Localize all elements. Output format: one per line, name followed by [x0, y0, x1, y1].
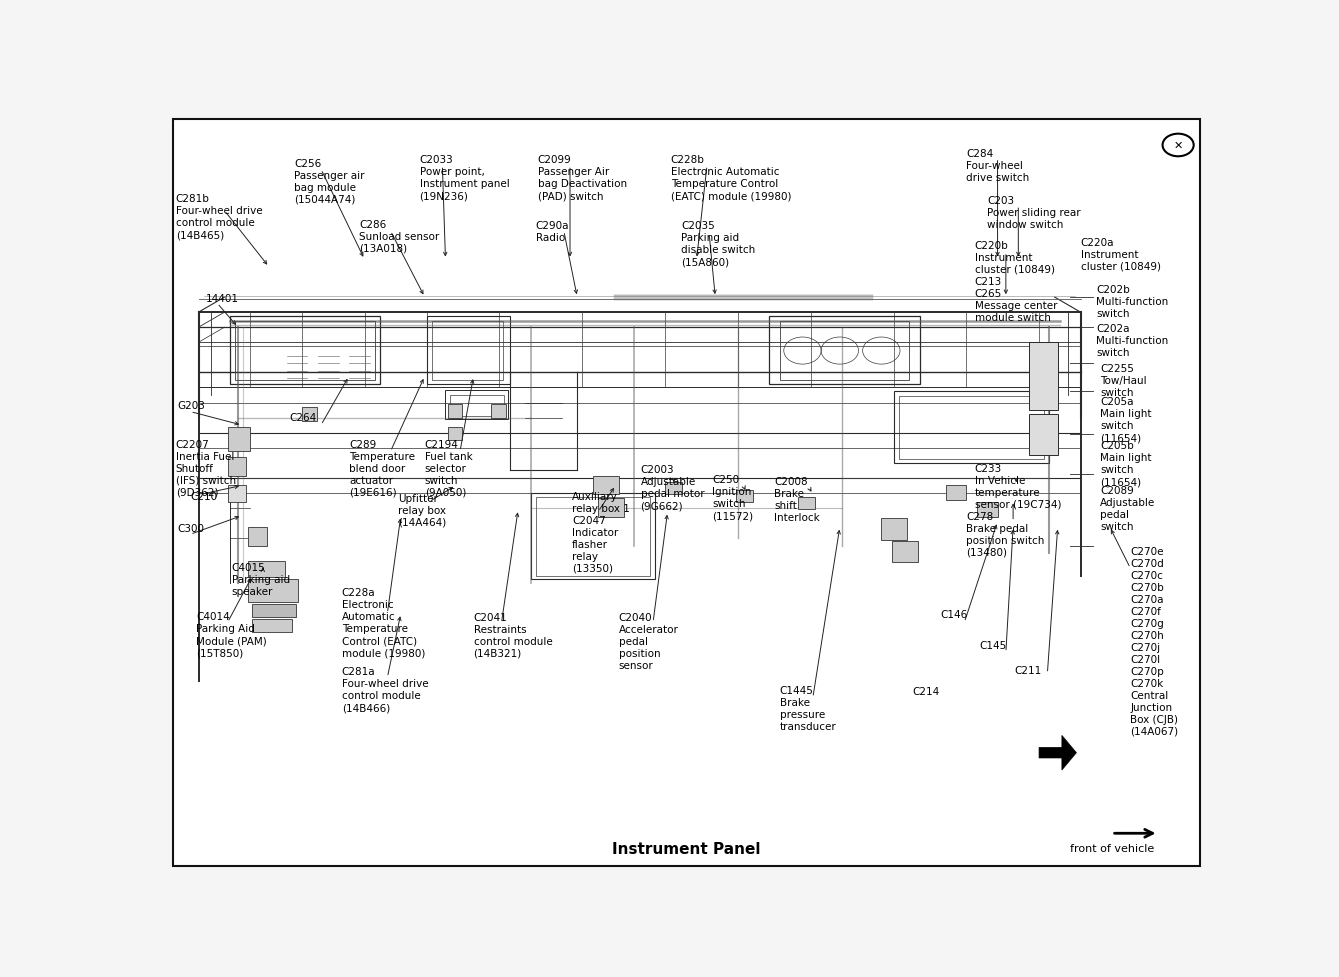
Bar: [530, 493, 655, 580]
Text: C2255
Tow/Haul
switch: C2255 Tow/Haul switch: [1101, 364, 1148, 398]
Bar: [665, 483, 682, 495]
Bar: [769, 317, 920, 384]
Bar: [892, 541, 917, 563]
Text: ✕: ✕: [1173, 141, 1182, 150]
Text: C300: C300: [178, 524, 205, 533]
Text: C2040
Accelerator
pedal
position
sensor: C2040 Accelerator pedal position sensor: [619, 613, 679, 670]
Text: C2194
Fuel tank
selector
switch
(9A050): C2194 Fuel tank selector switch (9A050): [424, 440, 473, 497]
Text: C2033
Power point,
Instrument panel
(19N236): C2033 Power point, Instrument panel (19N…: [419, 155, 509, 201]
Bar: [779, 321, 909, 380]
Text: C2089
Adjustable
pedal
switch: C2089 Adjustable pedal switch: [1101, 486, 1156, 531]
Text: C284
Four-wheel
drive switch: C284 Four-wheel drive switch: [967, 149, 1030, 183]
Text: C270e
C270d
C270c
C270b
C270a
C270f
C270g
C270h
C270j
C270l
C270p
C270k
Central
: C270e C270d C270c C270b C270a C270f C270…: [1130, 546, 1178, 736]
Bar: [881, 519, 908, 540]
Bar: [228, 427, 250, 451]
Text: C213
C265
Message center
module switch: C213 C265 Message center module switch: [975, 276, 1058, 322]
Bar: [593, 476, 619, 495]
Bar: [230, 317, 380, 384]
Text: front of vehicle: front of vehicle: [1070, 843, 1154, 854]
Polygon shape: [1039, 736, 1077, 770]
Bar: [248, 561, 285, 577]
Text: C250
Ignition
switch
(11572): C250 Ignition switch (11572): [712, 475, 754, 521]
Bar: [447, 427, 462, 441]
Bar: [234, 321, 375, 380]
Bar: [894, 392, 1050, 463]
Bar: [898, 397, 1044, 459]
Bar: [447, 404, 462, 418]
Text: C281b
Four-wheel drive
control module
(14B465): C281b Four-wheel drive control module (1…: [175, 194, 262, 240]
Bar: [248, 528, 266, 546]
Bar: [228, 486, 246, 502]
Text: C264: C264: [289, 413, 317, 423]
Text: C205a
Main light
switch
(11654): C205a Main light switch (11654): [1101, 397, 1152, 443]
Text: C289
Temperature
blend door
actuator
(19E616): C289 Temperature blend door actuator (19…: [349, 440, 415, 497]
Bar: [977, 502, 998, 518]
Bar: [253, 604, 296, 617]
Bar: [228, 458, 246, 477]
Text: C281a
Four-wheel drive
control module
(14B466): C281a Four-wheel drive control module (1…: [341, 666, 428, 712]
Text: Upfitter
relay box
(14A464): Upfitter relay box (14A464): [398, 493, 446, 528]
Text: C211: C211: [1014, 665, 1042, 675]
Text: C220b
Instrument
cluster (10849): C220b Instrument cluster (10849): [975, 240, 1055, 275]
Text: C233
In Vehicle
temperature
sensor (19C734): C233 In Vehicle temperature sensor (19C7…: [975, 463, 1062, 509]
Text: C205b
Main light
switch
(11654): C205b Main light switch (11654): [1101, 441, 1152, 487]
Text: C145: C145: [979, 641, 1006, 651]
Bar: [446, 391, 507, 420]
Text: Auxiliary
relay box 1
C2047
Indicator
flasher
relay
(13350): Auxiliary relay box 1 C2047 Indicator fl…: [572, 491, 629, 573]
Text: C286
Sunload sensor
(13A018): C286 Sunload sensor (13A018): [359, 220, 439, 253]
Text: C2003
Adjustable
pedal motor
(9G662): C2003 Adjustable pedal motor (9G662): [640, 465, 704, 511]
Text: 14401: 14401: [206, 293, 238, 303]
Text: C228b
Electronic Automatic
Temperature Control
(EATC) module (19980): C228b Electronic Automatic Temperature C…: [671, 155, 791, 201]
Text: C2041
Restraints
control module
(14B321): C2041 Restraints control module (14B321): [474, 613, 552, 658]
Bar: [248, 580, 299, 603]
Text: C2008
Brake
shift
Interlock: C2008 Brake shift Interlock: [774, 477, 821, 523]
Text: C228a
Electronic
Automatic
Temperature
Control (EATC)
module (19980): C228a Electronic Automatic Temperature C…: [341, 587, 424, 658]
Bar: [450, 396, 503, 416]
Bar: [945, 486, 967, 501]
Bar: [736, 490, 753, 502]
Text: C203
Power sliding rear
window switch: C203 Power sliding rear window switch: [987, 195, 1081, 230]
Text: C2099
Passenger Air
bag Deactivation
(PAD) switch: C2099 Passenger Air bag Deactivation (PA…: [538, 155, 627, 201]
Text: G203: G203: [178, 401, 206, 410]
Text: C202b
Multi-function
switch: C202b Multi-function switch: [1097, 284, 1169, 319]
Bar: [303, 407, 317, 421]
Text: C4015
Parking aid
speaker: C4015 Parking aid speaker: [232, 563, 289, 597]
Text: C220a
Instrument
cluster (10849): C220a Instrument cluster (10849): [1081, 237, 1161, 272]
Bar: [1028, 414, 1058, 455]
Bar: [253, 619, 292, 632]
Bar: [427, 317, 510, 384]
Bar: [599, 498, 624, 518]
Text: C214: C214: [912, 686, 940, 696]
Text: C4014
Parking Aid
Module (PAM)
(15T850): C4014 Parking Aid Module (PAM) (15T850): [197, 612, 268, 658]
Text: C2207
Inertia Fuel
Shutoff
(IFS) switch
(9D362): C2207 Inertia Fuel Shutoff (IFS) switch …: [175, 440, 236, 497]
Text: C146: C146: [940, 610, 968, 619]
Text: Instrument Panel: Instrument Panel: [612, 841, 761, 856]
Text: C256
Passenger air
bag module
(15044A74): C256 Passenger air bag module (15044A74): [295, 158, 364, 204]
Text: C202a
Multi-function
switch: C202a Multi-function switch: [1097, 324, 1169, 359]
Bar: [1028, 343, 1058, 410]
Text: C1445
Brake
pressure
transducer: C1445 Brake pressure transducer: [779, 685, 837, 731]
Bar: [491, 404, 506, 418]
Bar: [536, 497, 649, 576]
Text: C290a
Radio: C290a Radio: [536, 220, 569, 242]
Bar: [432, 321, 502, 380]
Bar: [798, 498, 815, 510]
Text: C2035
Parking aid
disable switch
(15A860): C2035 Parking aid disable switch (15A860…: [682, 221, 755, 267]
Text: C278
Brake pedal
position switch
(13480): C278 Brake pedal position switch (13480): [967, 511, 1044, 558]
Text: C210: C210: [190, 491, 217, 502]
